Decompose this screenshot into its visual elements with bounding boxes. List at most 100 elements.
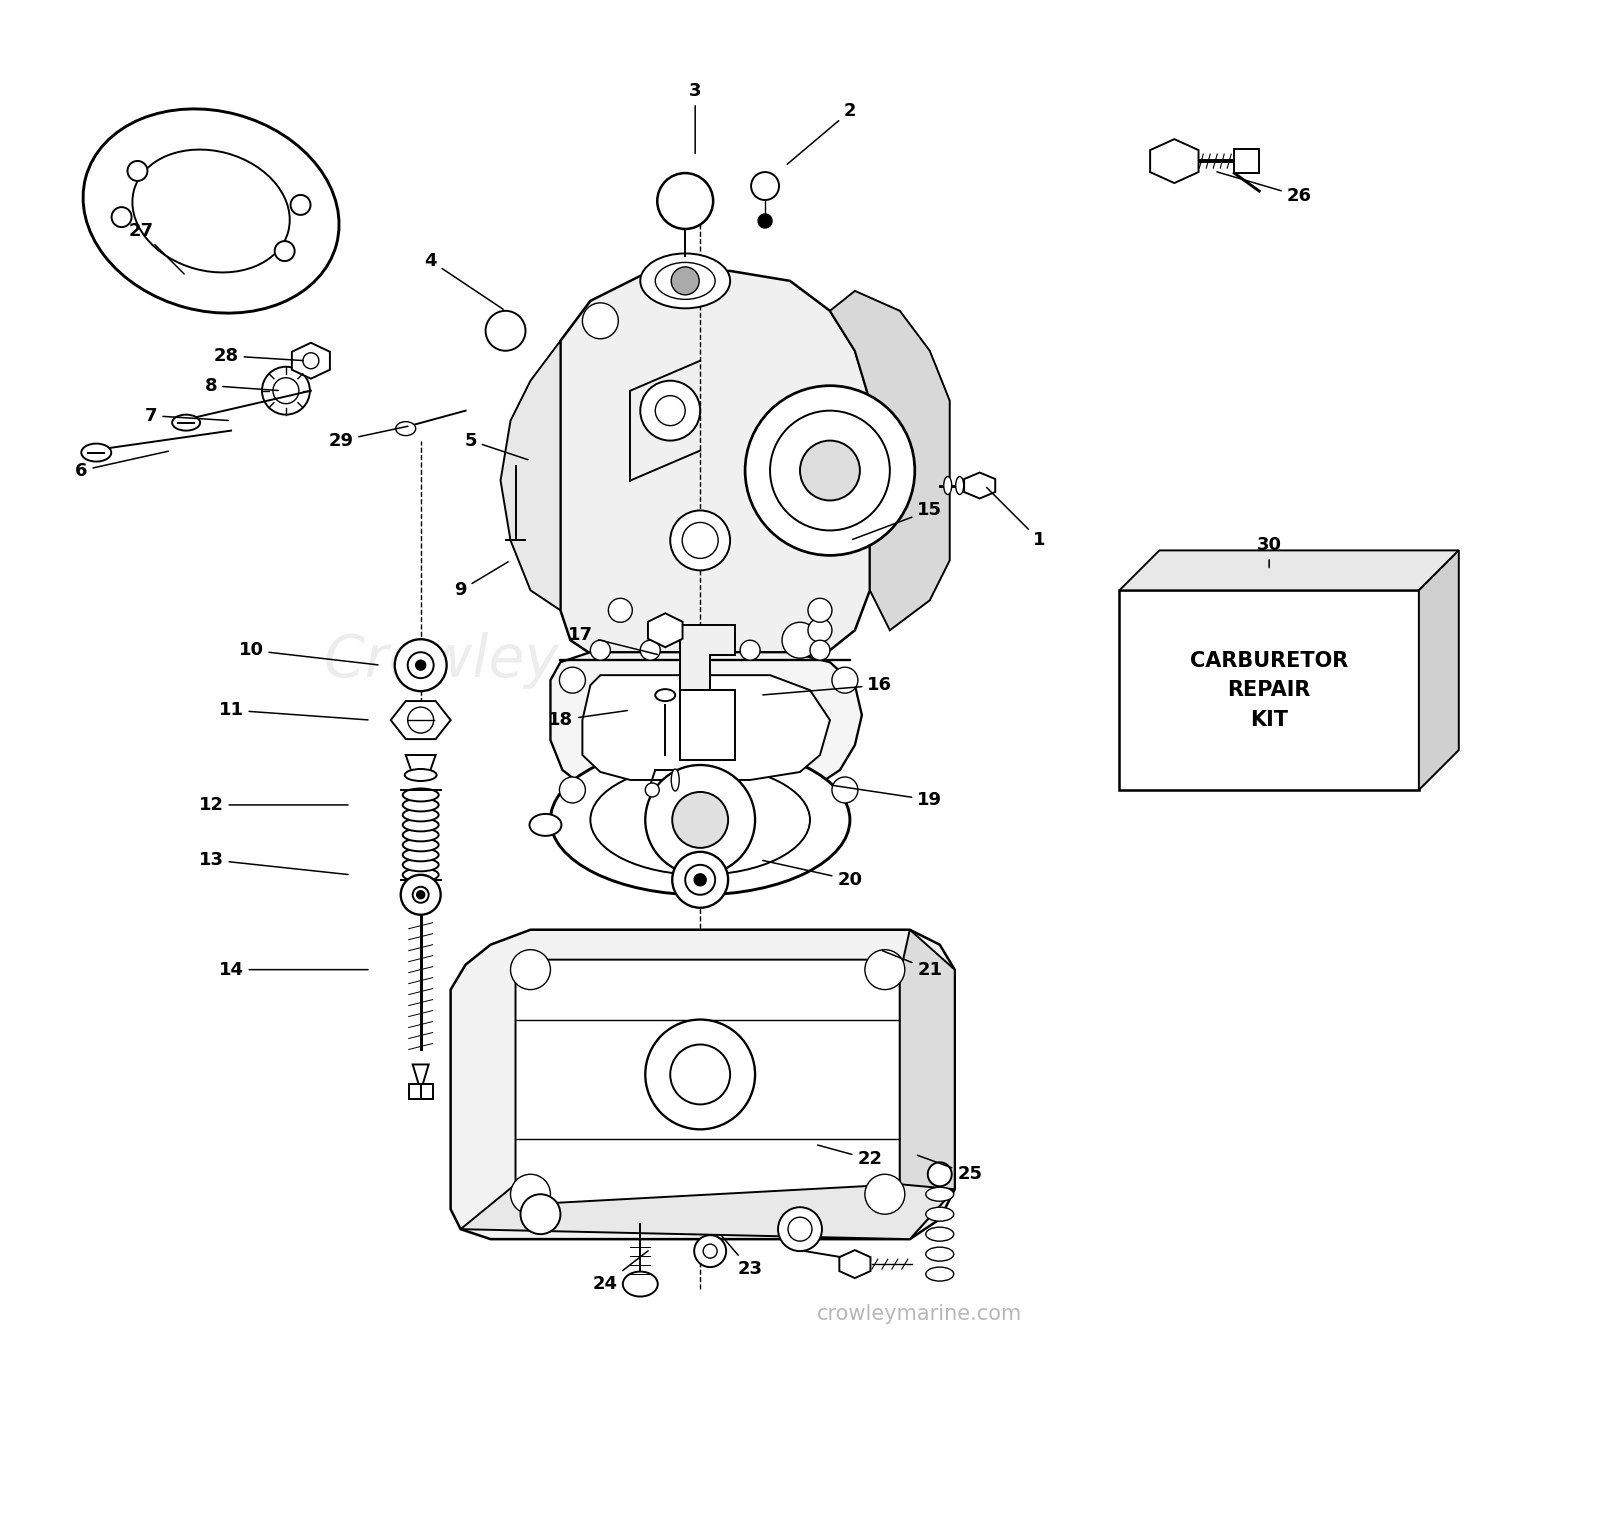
Text: 6: 6 [75, 451, 168, 479]
Circle shape [685, 865, 715, 895]
Circle shape [672, 792, 728, 849]
Polygon shape [582, 675, 830, 779]
Text: 8: 8 [205, 377, 278, 394]
Circle shape [672, 266, 699, 294]
Polygon shape [1419, 550, 1459, 790]
Polygon shape [451, 930, 955, 1240]
Circle shape [302, 353, 318, 368]
Circle shape [808, 599, 832, 622]
Ellipse shape [530, 815, 562, 836]
Circle shape [520, 1194, 560, 1234]
Ellipse shape [403, 849, 438, 861]
Circle shape [770, 411, 890, 530]
Ellipse shape [656, 688, 675, 701]
Polygon shape [390, 701, 451, 739]
Circle shape [658, 172, 714, 229]
Polygon shape [965, 473, 995, 499]
Ellipse shape [944, 476, 952, 494]
Ellipse shape [926, 1247, 954, 1261]
Circle shape [640, 380, 701, 440]
Text: 10: 10 [238, 641, 378, 665]
Circle shape [800, 440, 859, 500]
Polygon shape [648, 613, 683, 647]
Polygon shape [899, 930, 955, 1240]
Circle shape [645, 1019, 755, 1129]
Polygon shape [550, 653, 862, 798]
Circle shape [485, 311, 525, 351]
Circle shape [645, 765, 755, 875]
Circle shape [672, 852, 728, 907]
Polygon shape [501, 340, 560, 610]
Circle shape [928, 1163, 952, 1186]
Circle shape [832, 778, 858, 802]
Polygon shape [406, 755, 435, 775]
Circle shape [758, 214, 773, 228]
Text: 2: 2 [787, 102, 856, 165]
Text: 16: 16 [763, 676, 893, 695]
Ellipse shape [403, 869, 438, 881]
Ellipse shape [672, 768, 680, 792]
Text: 4: 4 [424, 253, 504, 310]
Text: 28: 28 [213, 346, 302, 365]
Ellipse shape [640, 254, 730, 308]
Circle shape [262, 367, 310, 414]
Circle shape [656, 396, 685, 425]
Ellipse shape [955, 476, 963, 494]
Ellipse shape [550, 745, 850, 895]
Text: 20: 20 [763, 861, 862, 889]
Ellipse shape [173, 414, 200, 431]
Text: 11: 11 [219, 701, 368, 719]
Circle shape [416, 890, 424, 899]
Ellipse shape [403, 798, 438, 812]
Circle shape [590, 641, 610, 661]
Ellipse shape [926, 1227, 954, 1241]
Circle shape [608, 599, 632, 622]
Text: 15: 15 [853, 502, 942, 539]
Ellipse shape [403, 808, 438, 821]
Polygon shape [680, 625, 734, 690]
Polygon shape [291, 343, 330, 379]
Circle shape [510, 1175, 550, 1214]
Ellipse shape [403, 818, 438, 832]
Circle shape [789, 1217, 811, 1241]
Ellipse shape [926, 1207, 954, 1221]
Text: 26: 26 [1218, 172, 1312, 205]
Text: Crowley Marine: Crowley Marine [325, 631, 776, 688]
Ellipse shape [656, 1052, 746, 1096]
Circle shape [112, 206, 131, 226]
Ellipse shape [403, 788, 438, 801]
Circle shape [778, 1207, 822, 1250]
Text: 18: 18 [547, 710, 627, 728]
Text: 25: 25 [917, 1155, 982, 1183]
Circle shape [741, 641, 760, 661]
Text: 22: 22 [818, 1146, 882, 1169]
Circle shape [128, 162, 147, 180]
Circle shape [866, 950, 906, 990]
Text: 1: 1 [987, 488, 1046, 550]
Text: 19: 19 [832, 785, 942, 808]
Circle shape [560, 667, 586, 693]
Text: crowleymarine.com: crowleymarine.com [818, 1304, 1022, 1324]
Circle shape [702, 1244, 717, 1258]
Ellipse shape [656, 262, 715, 299]
Circle shape [694, 1235, 726, 1267]
Circle shape [645, 782, 659, 798]
Ellipse shape [926, 1187, 954, 1201]
Circle shape [560, 778, 586, 802]
Text: 29: 29 [328, 427, 408, 450]
Circle shape [682, 522, 718, 559]
Circle shape [808, 618, 832, 642]
Polygon shape [560, 271, 870, 661]
Text: 13: 13 [198, 850, 349, 875]
Ellipse shape [83, 109, 339, 313]
Bar [1120, 590, 1419, 790]
Circle shape [640, 641, 661, 661]
Polygon shape [830, 291, 950, 630]
Ellipse shape [622, 1272, 658, 1297]
Circle shape [832, 667, 858, 693]
Polygon shape [413, 1064, 429, 1084]
Text: 5: 5 [464, 431, 528, 459]
Circle shape [750, 172, 779, 200]
Ellipse shape [405, 768, 437, 781]
Circle shape [408, 707, 434, 733]
